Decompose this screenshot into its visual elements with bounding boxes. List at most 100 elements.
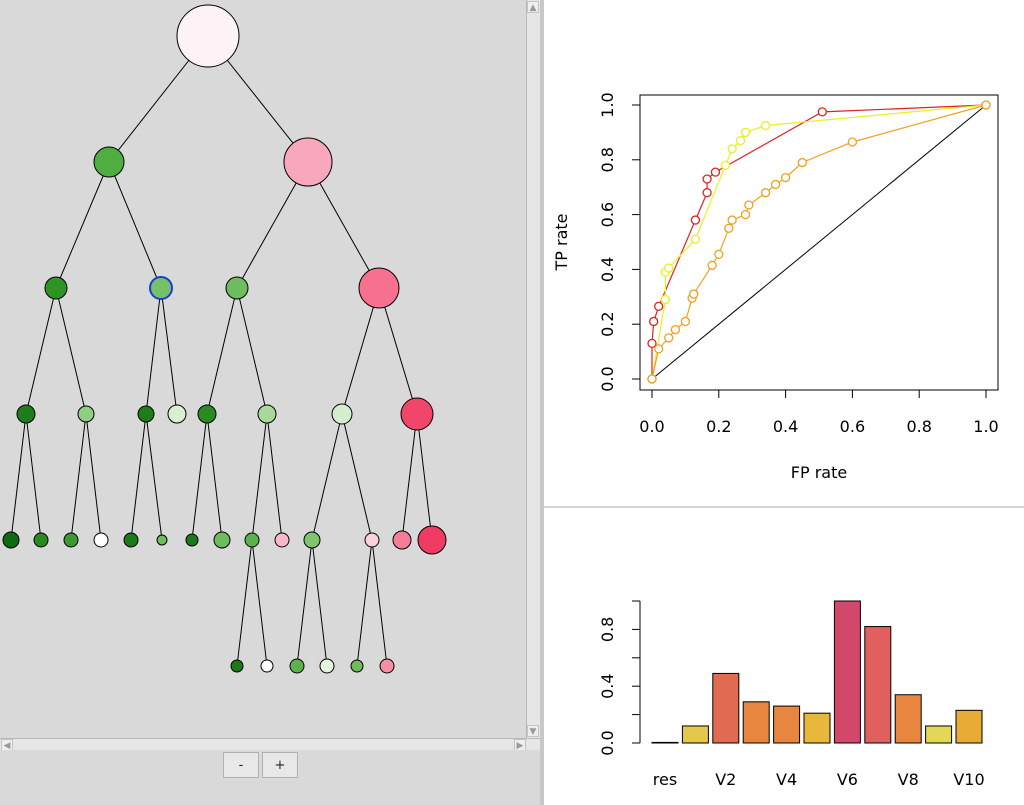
tree-node[interactable] xyxy=(16,404,36,424)
x-tick-label: 1.0 xyxy=(973,417,998,436)
tree-node[interactable] xyxy=(283,137,333,187)
tree-node[interactable] xyxy=(244,532,260,548)
tree-node[interactable] xyxy=(331,403,353,425)
tree-node[interactable] xyxy=(77,405,95,423)
tree-node[interactable] xyxy=(33,532,49,548)
tree-edge xyxy=(296,539,313,667)
tree-edge xyxy=(10,413,27,541)
tree-node[interactable] xyxy=(149,276,173,300)
tree-node[interactable] xyxy=(358,267,400,309)
panel-divider[interactable] xyxy=(540,0,544,805)
tree-edge xyxy=(70,413,87,541)
tree-node[interactable] xyxy=(93,532,109,548)
x-tick-label: 0.0 xyxy=(639,417,664,436)
x-axis-label: FP rate xyxy=(791,463,847,482)
scroll-down-icon[interactable]: ▼ xyxy=(527,725,539,737)
tree-node[interactable] xyxy=(167,404,187,424)
tree-node[interactable] xyxy=(123,532,139,548)
tree-edge xyxy=(130,413,147,541)
tree-edge xyxy=(160,287,178,415)
y-tick-label: 0.2 xyxy=(598,311,617,336)
x-tick-label: 0.4 xyxy=(773,417,798,436)
bar xyxy=(925,725,953,744)
tree-edge xyxy=(236,287,268,415)
y-tick-label: 0.0 xyxy=(598,730,617,755)
tree-node[interactable] xyxy=(197,404,217,424)
tree-edge xyxy=(251,413,268,541)
zoom-out-button[interactable]: - xyxy=(223,752,259,778)
scroll-up-icon[interactable]: ▲ xyxy=(527,1,539,13)
tree-node[interactable] xyxy=(213,531,231,549)
decision-tree[interactable] xyxy=(0,0,526,738)
y-tick-label: 0.4 xyxy=(598,673,617,698)
horizontal-scrollbar[interactable]: ◀ ▶ xyxy=(0,738,540,751)
tree-edge xyxy=(145,413,163,541)
roc-point xyxy=(797,157,807,168)
x-tick-label: 0.8 xyxy=(906,417,931,436)
roc-point xyxy=(702,174,712,184)
zoom-controls: - + xyxy=(0,750,540,805)
tree-node[interactable] xyxy=(44,276,68,300)
bar xyxy=(955,709,983,744)
roc-point xyxy=(720,160,731,170)
vertical-scrollbar[interactable]: ▲ ▼ xyxy=(526,0,540,738)
tree-node[interactable] xyxy=(225,276,249,300)
roc-point xyxy=(680,316,691,327)
y-tick-label: 0.8 xyxy=(598,617,617,642)
bar xyxy=(773,705,801,744)
bar-chart: 0.0 0.4 0.8 res V2 V4 V6 V8 V10 xyxy=(598,600,985,789)
tree-edge xyxy=(266,413,283,541)
roc-point xyxy=(981,100,991,110)
tree-node[interactable] xyxy=(392,530,412,550)
tree-edge xyxy=(341,413,373,541)
tree-node[interactable] xyxy=(230,659,244,673)
roc-point xyxy=(817,107,827,117)
tree-nodes xyxy=(2,4,447,674)
tree-node[interactable] xyxy=(257,404,277,424)
x-tick-label: V8 xyxy=(898,770,919,789)
tree-node[interactable] xyxy=(185,533,199,547)
roc-point xyxy=(664,263,674,273)
tree-node[interactable] xyxy=(156,534,168,546)
tree-node[interactable] xyxy=(364,532,380,548)
tree-node[interactable] xyxy=(176,4,240,68)
tree-node[interactable] xyxy=(137,405,155,423)
roc-point xyxy=(664,333,674,343)
roc-point xyxy=(760,120,771,131)
tree-edge xyxy=(145,287,162,415)
roc-point xyxy=(710,167,721,177)
roc-point xyxy=(780,172,791,183)
tree-edge xyxy=(108,161,162,289)
tree-node[interactable] xyxy=(274,532,290,548)
tree-node[interactable] xyxy=(303,531,321,549)
bar xyxy=(894,694,922,744)
tree-node[interactable] xyxy=(379,658,395,674)
roc-point xyxy=(654,301,664,312)
tree-node[interactable] xyxy=(289,658,305,674)
zoom-in-button[interactable]: + xyxy=(262,752,298,778)
roc-point xyxy=(770,179,781,190)
x-tick-label: V4 xyxy=(776,770,797,789)
x-tick-label: 0.6 xyxy=(840,417,865,436)
tree-node[interactable] xyxy=(2,531,20,549)
tree-node[interactable] xyxy=(63,532,79,548)
roc-point xyxy=(660,294,671,305)
y-axis-label: TP rate xyxy=(552,213,571,271)
roc-chart: 0.0 0.2 0.4 0.6 0.8 1.0 0.0 0.2 0.4 0.6 0.8 1.0 FP… xyxy=(552,92,999,482)
tree-node[interactable] xyxy=(417,525,447,555)
roc-point xyxy=(847,137,858,147)
tree-edge xyxy=(236,539,253,667)
x-tick-label: 0.2 xyxy=(706,417,731,436)
tree-node[interactable] xyxy=(260,659,274,673)
tree-node[interactable] xyxy=(400,397,434,431)
tree-node[interactable] xyxy=(350,659,364,673)
tree-edge xyxy=(55,161,110,289)
panel-divider-horizontal[interactable] xyxy=(544,506,1024,508)
tree-edge xyxy=(311,413,343,541)
tree-node[interactable] xyxy=(319,658,335,674)
roc-point xyxy=(647,374,657,384)
tree-node[interactable] xyxy=(93,146,125,178)
roc-point xyxy=(740,209,751,220)
tree-edge xyxy=(85,413,102,541)
roc-series-line xyxy=(651,104,987,379)
